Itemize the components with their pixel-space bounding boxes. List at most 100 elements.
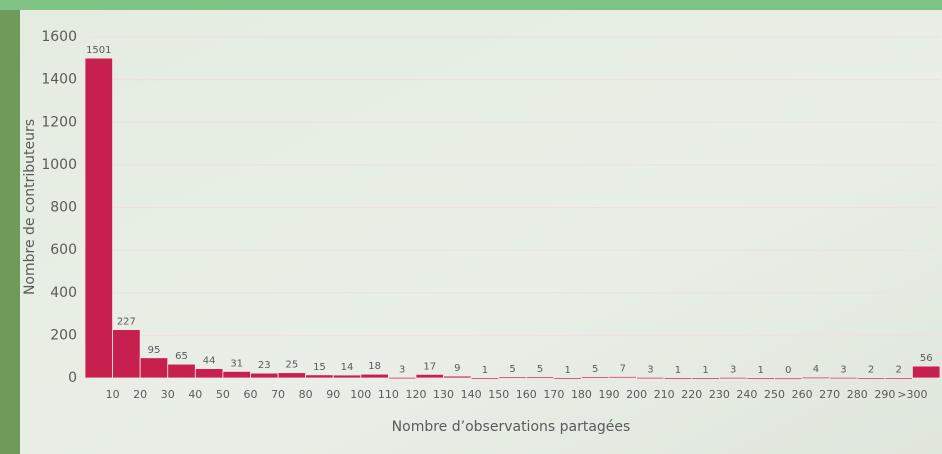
x-tick-label: 130 xyxy=(433,388,454,401)
y-axis-label: Nombre de contributeurs xyxy=(22,119,38,295)
value-label: 95 xyxy=(148,345,161,356)
bar xyxy=(306,375,334,378)
value-label: 7 xyxy=(620,364,626,375)
x-tick-label: 190 xyxy=(599,388,620,401)
value-label: 3 xyxy=(399,364,405,375)
value-label: 1 xyxy=(482,365,488,376)
bar xyxy=(526,377,554,379)
bar xyxy=(885,378,913,380)
bar xyxy=(719,377,747,379)
y-tick-label: 1400 xyxy=(41,72,77,88)
bar xyxy=(830,377,858,379)
value-label: 4 xyxy=(813,364,819,375)
bar xyxy=(223,371,251,378)
bar xyxy=(140,358,168,378)
value-label: 44 xyxy=(203,356,216,367)
value-label: 18 xyxy=(368,361,381,372)
bar xyxy=(195,369,223,378)
x-tick-label: 120 xyxy=(405,388,426,401)
x-tick-label: 210 xyxy=(654,388,675,401)
x-tick-label: 290 xyxy=(874,388,895,401)
side-strip xyxy=(0,0,20,454)
bar xyxy=(775,378,803,380)
value-label: 5 xyxy=(537,364,543,375)
x-tick-label: 90 xyxy=(326,388,340,401)
chart: Nombre de contributeurs Nombre d’observa… xyxy=(0,0,942,454)
x-tick-label: 10 xyxy=(106,388,120,401)
y-tick-label: 600 xyxy=(50,242,77,258)
value-label: 9 xyxy=(454,363,460,374)
x-tick-label: 200 xyxy=(626,388,647,401)
value-label: 25 xyxy=(285,360,298,371)
value-label: 14 xyxy=(341,362,354,373)
value-label: 31 xyxy=(230,358,243,369)
x-tick-label: 150 xyxy=(488,388,509,401)
y-tick-label: 400 xyxy=(50,285,77,301)
x-tick-label: 270 xyxy=(819,388,840,401)
value-label: 15 xyxy=(313,362,326,373)
value-label: 3 xyxy=(647,364,653,375)
value-label: 3 xyxy=(840,364,846,375)
bar xyxy=(444,376,472,378)
x-tick-label: 50 xyxy=(216,388,230,401)
bar xyxy=(692,378,720,380)
y-tick-label: 800 xyxy=(50,200,77,216)
value-label: 23 xyxy=(258,360,271,371)
top-band xyxy=(0,0,942,10)
bar xyxy=(471,378,499,380)
x-tick-label: 230 xyxy=(709,388,730,401)
x-tick-label: 240 xyxy=(736,388,757,401)
x-tick-label: 110 xyxy=(378,388,399,401)
y-tick-label: 1000 xyxy=(41,157,77,173)
x-tick-label: 70 xyxy=(271,388,285,401)
value-label: 1501 xyxy=(86,45,111,56)
bar xyxy=(333,375,361,378)
x-tick-label: 180 xyxy=(571,388,592,401)
bar xyxy=(747,378,775,380)
x-tick-label: 60 xyxy=(243,388,257,401)
x-tick-label: 220 xyxy=(681,388,702,401)
bar xyxy=(113,330,141,378)
x-tick-label: 30 xyxy=(161,388,175,401)
value-label: 1 xyxy=(564,365,570,376)
bar xyxy=(499,377,527,379)
y-tick-label: 1600 xyxy=(41,29,77,45)
value-label: 1 xyxy=(675,365,681,376)
x-tick-label: 80 xyxy=(299,388,313,401)
value-label: 3 xyxy=(730,364,736,375)
x-tick-label: >300 xyxy=(897,388,927,401)
bar xyxy=(581,377,609,379)
bar xyxy=(388,377,416,379)
x-tick-label: 100 xyxy=(350,388,371,401)
bar xyxy=(912,366,940,378)
value-label: 2 xyxy=(895,365,901,376)
value-label: 17 xyxy=(423,361,436,372)
bar xyxy=(802,377,830,379)
bar xyxy=(278,373,306,378)
y-tick-label: 200 xyxy=(50,327,77,343)
value-label: 1 xyxy=(758,365,764,376)
value-label: 1 xyxy=(702,365,708,376)
x-tick-label: 280 xyxy=(847,388,868,401)
x-tick-label: 250 xyxy=(764,388,785,401)
bar xyxy=(609,377,637,379)
bar xyxy=(664,378,692,380)
bar xyxy=(416,374,444,378)
bar xyxy=(637,377,665,379)
value-label: 2 xyxy=(868,365,874,376)
x-tick-label: 20 xyxy=(133,388,147,401)
bar xyxy=(554,378,582,380)
value-label: 227 xyxy=(117,317,136,328)
value-label: 56 xyxy=(920,353,933,364)
y-tick-label: 1200 xyxy=(41,114,77,130)
y-tick-label: 0 xyxy=(68,370,77,386)
background xyxy=(0,0,942,454)
x-axis-label: Nombre d’observations partagées xyxy=(392,419,631,435)
x-tick-label: 40 xyxy=(188,388,202,401)
value-label: 5 xyxy=(509,364,515,375)
x-tick-label: 160 xyxy=(516,388,537,401)
bar xyxy=(85,58,113,378)
x-tick-label: 140 xyxy=(461,388,482,401)
x-tick-label: 260 xyxy=(792,388,813,401)
value-label: 5 xyxy=(592,364,598,375)
